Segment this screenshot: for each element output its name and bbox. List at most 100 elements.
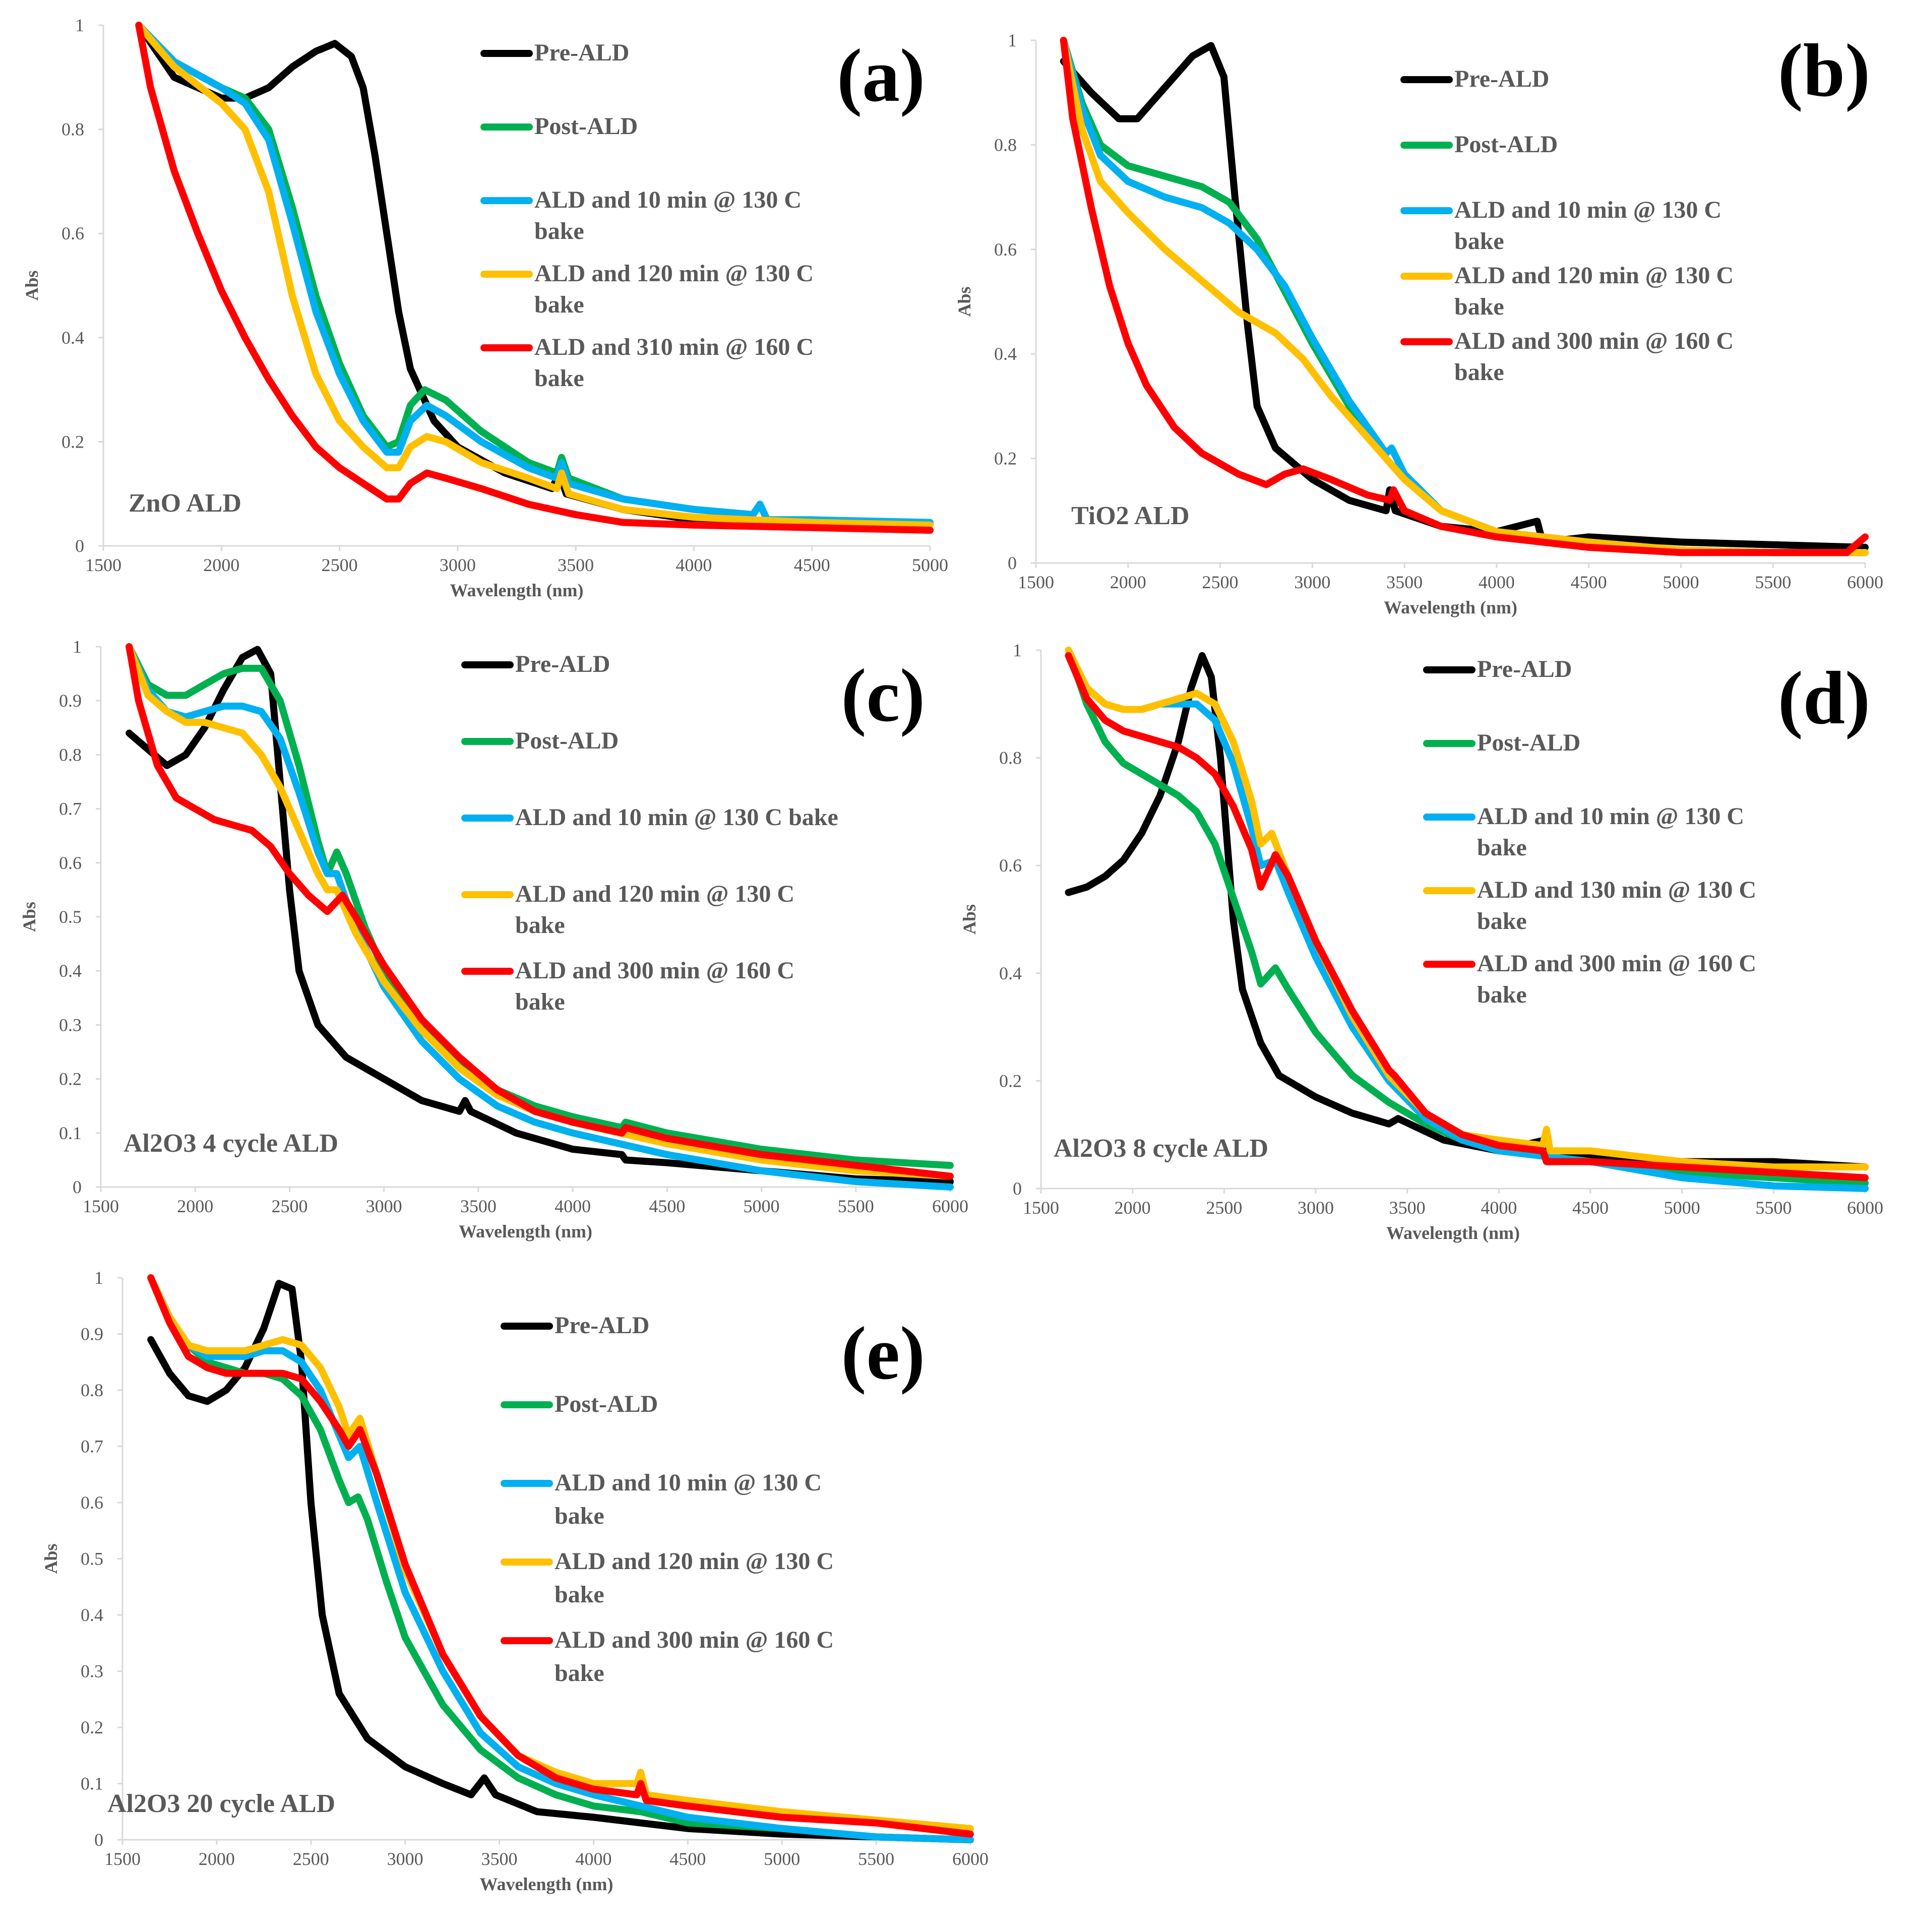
legend-label: bake xyxy=(534,291,584,318)
x-axis-title: Wavelength (nm) xyxy=(450,580,584,600)
legend-label: ALD and 10 min @ 130 C xyxy=(1477,803,1744,830)
legend: Pre-ALD Post-ALD ALD and 10 min @ 130 C bak… xyxy=(1400,66,1734,386)
series-line-ald-and-10-min-130-c-bake xyxy=(147,1274,974,1843)
x-tick-label: 3000 xyxy=(1294,572,1330,592)
x-tick-label: 2500 xyxy=(293,1849,329,1869)
y-tick-label: 1 xyxy=(94,1268,103,1288)
x-tick-label: 5500 xyxy=(838,1196,874,1216)
y-tick-label: 0 xyxy=(1008,553,1017,573)
series-line-ald-and-130-min-130-c-bake xyxy=(1065,647,1869,1171)
series-line-pre-ald xyxy=(147,1280,974,1843)
legend-label: Pre-ALD xyxy=(1477,656,1572,682)
y-tick-label: 0 xyxy=(1013,1178,1022,1199)
y-tick-label: 0.4 xyxy=(62,328,84,348)
legend-label: ALD and 10 min @ 130 C bake xyxy=(515,804,838,831)
legend-label: bake xyxy=(515,988,565,1015)
y-tick-label: 0.6 xyxy=(81,1492,103,1513)
y-tick-label: 0.9 xyxy=(59,691,82,711)
sample-annotation: Al2O3 4 cycle ALD xyxy=(124,1129,338,1158)
y-tick-label: 0.6 xyxy=(59,853,82,873)
sample-annotation: TiO2 ALD xyxy=(1071,502,1190,530)
y-tick-label: 0.3 xyxy=(81,1661,103,1681)
x-tick-label: 4500 xyxy=(649,1196,685,1216)
series-line-pre-ald xyxy=(126,646,954,1186)
y-tick-label: 1 xyxy=(1008,30,1017,50)
x-tick-label: 3500 xyxy=(481,1849,518,1869)
y-tick-label: 0.2 xyxy=(999,1071,1022,1091)
panel-label: (a) xyxy=(837,34,925,117)
series-line-ald-and-10-min-130-c-bake xyxy=(135,22,934,526)
x-tick-label: 2000 xyxy=(203,555,239,575)
sample-annotation: ZnO ALD xyxy=(129,489,241,518)
legend-label: ALD and 130 min @ 130 C xyxy=(1477,877,1756,903)
legend-label: ALD and 300 min @ 160 C xyxy=(1477,950,1756,977)
legend-label: ALD and 120 min @ 130 C xyxy=(555,1548,834,1575)
x-tick-label: 2500 xyxy=(1202,572,1239,592)
legend: Pre-ALD Post-ALD ALD and 10 min @ 130 C ba… xyxy=(461,651,838,1015)
y-tick-label: 1 xyxy=(73,637,82,657)
x-tick-label: 6000 xyxy=(952,1849,989,1869)
legend-label: bake xyxy=(515,912,565,939)
y-tick-label: 0.8 xyxy=(59,744,82,765)
legend-label: Post-ALD xyxy=(515,727,619,754)
y-tick-label: 0 xyxy=(73,1177,82,1197)
legend-label: ALD and 10 min @ 130 C xyxy=(1454,197,1722,223)
x-tick-label: 4000 xyxy=(1479,572,1515,592)
x-tick-label: 4000 xyxy=(555,1196,591,1216)
y-tick-label: 0.1 xyxy=(81,1774,103,1794)
chart-panel-c: 1500 2000 2500 3000 3500 4000 4500 5000 5500 6000… xyxy=(19,637,968,1241)
legend-label: ALD and 10 min @ 130 C xyxy=(534,186,802,213)
y-tick-label: 0.2 xyxy=(62,431,84,452)
legend-label: bake xyxy=(1477,834,1527,861)
y-tick-label: 0.6 xyxy=(999,855,1022,876)
x-tick-label: 6000 xyxy=(1847,572,1883,592)
y-tick-label: 0.7 xyxy=(59,799,82,819)
x-tick-label: 4000 xyxy=(675,555,712,575)
legend-label: Post-ALD xyxy=(555,1391,658,1417)
legend-label: bake xyxy=(555,1503,604,1529)
y-tick-label: 0.4 xyxy=(994,344,1017,364)
legend: Pre-ALD Post-ALD ALD and 10 min @ 130 C bak… xyxy=(1423,656,1756,1008)
x-tick-label: 2000 xyxy=(199,1849,235,1869)
x-tick-label: 4500 xyxy=(1572,1198,1609,1218)
legend-label: bake xyxy=(1454,359,1504,386)
y-tick-label: 0.8 xyxy=(81,1380,103,1400)
chart-panel-d: 1500 2000 2500 3000 3500 4000 4500 5000 5500 6000… xyxy=(959,640,1883,1243)
x-tick-label: 4500 xyxy=(1571,572,1607,592)
x-tick-label: 2500 xyxy=(1206,1198,1242,1218)
x-tick-label: 3500 xyxy=(1389,1198,1426,1218)
x-tick-label: 3500 xyxy=(1386,572,1423,592)
legend-label: Post-ALD xyxy=(534,113,638,140)
y-tick-label: 0.6 xyxy=(62,223,84,243)
series-line-post-ald xyxy=(1065,647,1869,1187)
legend-label: Pre-ALD xyxy=(1454,66,1549,92)
y-axis-title: Abs xyxy=(22,270,42,300)
y-tick-label: 0.2 xyxy=(59,1069,82,1089)
y-tick-label: 0.9 xyxy=(81,1324,103,1344)
series-line-pre-ald xyxy=(1065,652,1869,1171)
x-tick-label: 5000 xyxy=(764,1849,800,1869)
x-tick-label: 3500 xyxy=(558,555,594,575)
chart-panel-e: 1500 2000 2500 3000 3500 4000 4500 5000 5500 6000… xyxy=(41,1268,989,1894)
y-tick-label: 0.2 xyxy=(994,449,1017,469)
legend-label: bake xyxy=(1454,293,1504,320)
legend-label: bake xyxy=(1477,981,1527,1008)
y-axis-title: Abs xyxy=(19,902,39,932)
series-line-ald-and-300-min-160-c-bake xyxy=(1065,652,1869,1181)
x-tick-label: 5500 xyxy=(1755,1198,1792,1218)
x-axis-title: Wavelength (nm) xyxy=(480,1874,613,1894)
legend-label: bake xyxy=(555,1660,604,1687)
legend-label: bake xyxy=(1454,228,1504,255)
legend-label: bake xyxy=(534,365,584,392)
y-tick-label: 0.8 xyxy=(994,135,1017,155)
x-tick-label: 2000 xyxy=(177,1196,213,1216)
y-tick-label: 0.8 xyxy=(999,748,1022,768)
x-tick-label: 1500 xyxy=(83,1196,119,1216)
legend-label: ALD and 310 min @ 160 C xyxy=(534,334,814,360)
x-tick-label: 5000 xyxy=(1663,572,1699,592)
x-axis-title: Wavelength (nm) xyxy=(1384,597,1517,617)
chart-panel-a: 1500 2000 2500 3000 3500 4000 4500 5000 0 0.2 0.4 0… xyxy=(22,15,948,600)
legend-label: ALD and 300 min @ 160 C xyxy=(555,1627,834,1653)
series-line-ald-and-10-min-130-c-bake xyxy=(1065,647,1869,1192)
